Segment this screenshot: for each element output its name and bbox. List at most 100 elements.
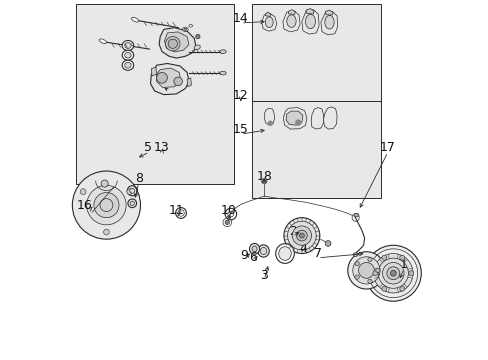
Circle shape <box>101 180 108 187</box>
Text: 16: 16 <box>77 199 93 212</box>
Circle shape <box>224 220 229 225</box>
Ellipse shape <box>194 45 200 50</box>
Text: 14: 14 <box>233 12 248 25</box>
FancyBboxPatch shape <box>76 4 233 184</box>
Text: 3: 3 <box>260 269 267 282</box>
Text: 10: 10 <box>220 204 236 217</box>
Circle shape <box>325 240 330 246</box>
Circle shape <box>347 252 384 289</box>
Ellipse shape <box>305 14 315 29</box>
Circle shape <box>367 257 371 262</box>
Circle shape <box>389 270 395 276</box>
Circle shape <box>296 230 306 241</box>
Circle shape <box>358 262 373 278</box>
Circle shape <box>103 229 109 235</box>
Text: 7: 7 <box>313 247 322 260</box>
Polygon shape <box>301 10 319 34</box>
Polygon shape <box>287 10 295 14</box>
Circle shape <box>381 286 386 291</box>
Polygon shape <box>323 107 336 129</box>
Circle shape <box>375 268 379 273</box>
FancyBboxPatch shape <box>251 4 380 101</box>
Circle shape <box>94 193 119 218</box>
Ellipse shape <box>122 41 133 50</box>
Polygon shape <box>156 68 180 87</box>
Text: 4: 4 <box>299 242 307 255</box>
Ellipse shape <box>265 17 273 28</box>
Text: 8: 8 <box>134 172 142 185</box>
Polygon shape <box>150 63 188 95</box>
Text: 18: 18 <box>256 170 272 183</box>
Circle shape <box>292 226 311 245</box>
Polygon shape <box>164 32 188 52</box>
Circle shape <box>399 286 404 291</box>
Circle shape <box>261 178 266 184</box>
Ellipse shape <box>324 15 333 29</box>
Circle shape <box>80 189 86 194</box>
Ellipse shape <box>130 201 134 206</box>
Text: 9: 9 <box>240 249 248 262</box>
Ellipse shape <box>99 39 106 44</box>
Circle shape <box>372 271 377 276</box>
Polygon shape <box>265 12 270 17</box>
Circle shape <box>386 267 399 280</box>
Text: 5: 5 <box>143 141 151 154</box>
Circle shape <box>408 271 413 276</box>
Ellipse shape <box>352 253 357 256</box>
Ellipse shape <box>257 245 269 257</box>
Polygon shape <box>159 28 196 58</box>
Ellipse shape <box>251 246 257 252</box>
Circle shape <box>86 185 126 225</box>
Circle shape <box>354 275 359 279</box>
Ellipse shape <box>122 50 133 60</box>
Ellipse shape <box>219 71 226 75</box>
Ellipse shape <box>249 243 259 254</box>
Circle shape <box>126 189 132 194</box>
Ellipse shape <box>124 62 131 68</box>
Text: 11: 11 <box>168 204 184 217</box>
Circle shape <box>72 171 140 239</box>
Circle shape <box>284 218 319 253</box>
Polygon shape <box>310 108 323 129</box>
Circle shape <box>399 255 404 260</box>
Ellipse shape <box>122 60 133 70</box>
Circle shape <box>367 279 371 283</box>
Polygon shape <box>264 108 274 125</box>
Text: 13: 13 <box>154 141 169 154</box>
Text: 6: 6 <box>249 251 257 264</box>
Circle shape <box>165 37 180 51</box>
Ellipse shape <box>183 28 186 31</box>
Circle shape <box>381 255 386 260</box>
Ellipse shape <box>124 42 131 48</box>
Circle shape <box>373 253 412 293</box>
Circle shape <box>195 35 200 39</box>
Circle shape <box>352 257 379 284</box>
Polygon shape <box>305 9 313 14</box>
Circle shape <box>382 262 403 284</box>
Circle shape <box>174 77 182 86</box>
Ellipse shape <box>286 15 296 27</box>
Ellipse shape <box>124 52 131 58</box>
Ellipse shape <box>188 24 192 27</box>
Circle shape <box>299 233 304 238</box>
Circle shape <box>267 121 272 126</box>
Ellipse shape <box>353 213 358 217</box>
Polygon shape <box>320 12 337 35</box>
Circle shape <box>365 245 421 301</box>
Ellipse shape <box>219 50 226 53</box>
Text: 12: 12 <box>233 89 248 102</box>
Ellipse shape <box>278 247 291 260</box>
Ellipse shape <box>275 244 294 264</box>
Polygon shape <box>151 67 156 76</box>
Ellipse shape <box>182 27 188 32</box>
Circle shape <box>351 214 359 221</box>
Text: 15: 15 <box>232 123 248 136</box>
Circle shape <box>287 221 316 250</box>
Circle shape <box>354 261 359 266</box>
Polygon shape <box>282 11 300 32</box>
Text: 2: 2 <box>288 225 296 238</box>
Circle shape <box>156 72 167 83</box>
Polygon shape <box>261 13 276 31</box>
Circle shape <box>223 218 231 226</box>
Text: 17: 17 <box>379 141 395 154</box>
